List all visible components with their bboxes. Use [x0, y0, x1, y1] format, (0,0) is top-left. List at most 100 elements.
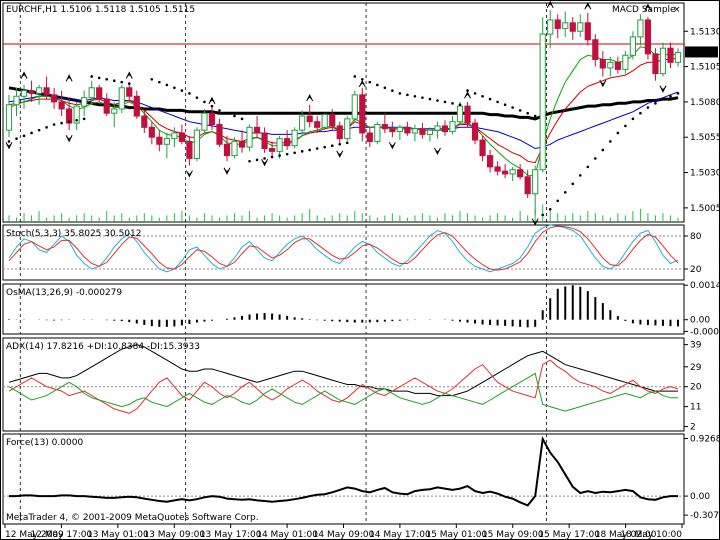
- sar-dot: [52, 123, 56, 126]
- candle-body: [569, 22, 576, 32]
- sar-dot: [180, 89, 184, 92]
- candle-body: [28, 90, 35, 94]
- candle-body: [186, 140, 193, 159]
- fractal-up-arrow: [546, 0, 554, 9]
- fractal-up-arrow: [125, 71, 133, 79]
- candle-body: [532, 169, 539, 195]
- sar-dot: [165, 83, 169, 87]
- sar-dot: [481, 94, 484, 98]
- sar-dot: [526, 111, 529, 115]
- y-tick-label: 1.5130: [690, 27, 720, 37]
- sar-dot: [578, 174, 582, 177]
- sar-dot: [158, 80, 161, 84]
- y-tick-label: 0.00: [690, 492, 710, 502]
- sar-dot: [233, 114, 236, 118]
- sar-dot: [609, 140, 612, 143]
- sar-dot: [300, 150, 304, 153]
- sar-dot: [240, 117, 244, 121]
- candle-body: [592, 39, 599, 61]
- fractal-down-arrow: [531, 218, 539, 226]
- x-tick-label: 12 May 17:00: [31, 530, 93, 540]
- panel-frame: [2, 337, 685, 432]
- sar-dot: [428, 97, 432, 101]
- x-tick-label: 15 May 09:00: [482, 530, 544, 540]
- y-tick-label: 0.00145: [690, 281, 720, 291]
- candle-body: [674, 51, 682, 63]
- sar-dot: [112, 79, 116, 83]
- x-tick-label: 15 May 01:00: [425, 530, 487, 540]
- candle-body: [314, 121, 321, 128]
- sar-dot: [150, 77, 154, 81]
- candle-body: [622, 54, 629, 70]
- candle-body: [268, 148, 276, 152]
- y-tick-label: 11: [690, 403, 701, 413]
- candle-body: [344, 118, 351, 140]
- fractal-up-arrow: [65, 74, 73, 82]
- candle-body: [201, 112, 208, 131]
- sar-dot: [518, 109, 522, 112]
- sar-dot: [173, 86, 176, 90]
- ea-close-icon[interactable]: ×: [673, 5, 681, 15]
- adx-line: [8, 344, 678, 397]
- sar-dot: [45, 126, 48, 129]
- sar-dot: [466, 89, 469, 92]
- y-tick-label: 1.5105: [690, 63, 720, 73]
- copyright-footer: MetaTrader 4, © 2001-2009 MetaQuotes Sof…: [6, 513, 259, 523]
- candle-body: [246, 126, 253, 148]
- sar-dot: [616, 131, 620, 135]
- candle-body: [351, 94, 358, 120]
- fractal-up-arrow: [358, 79, 366, 88]
- sar-dot: [503, 103, 507, 107]
- candle-body: [449, 121, 456, 133]
- sar-dot: [563, 191, 567, 194]
- sar-dot: [30, 131, 33, 135]
- sar-dot: [90, 75, 93, 78]
- sar-dot: [120, 80, 124, 84]
- chart-title: EURCHF,H1 1.5106 1.5118 1.5105 1.5115: [6, 5, 195, 15]
- candle-body: [659, 47, 667, 75]
- sar-dot: [406, 93, 409, 97]
- candle-body: [163, 138, 170, 145]
- y-tick-label: 20: [690, 265, 702, 275]
- candle-body: [404, 126, 411, 134]
- sar-dot: [541, 213, 544, 217]
- sar-dot: [308, 148, 311, 152]
- candle-body: [486, 155, 494, 168]
- fractal-up-arrow: [208, 96, 216, 105]
- candle-body: [494, 166, 501, 172]
- sar-dot: [594, 157, 597, 160]
- sar-dot: [218, 109, 221, 112]
- sar-dot: [639, 111, 642, 115]
- fractal-up-arrow: [644, 3, 652, 11]
- candle-body: [81, 97, 88, 107]
- sar-dot: [338, 142, 342, 146]
- candle-body: [193, 129, 201, 159]
- sar-dot: [105, 77, 109, 81]
- sar-dot: [293, 151, 296, 155]
- candle-body: [524, 176, 531, 195]
- sar-dot: [225, 111, 229, 115]
- sar-dot: [586, 165, 590, 169]
- adx-title: ADX(14) 17.8216 +DI:10.8384 -DI:15.3933: [6, 342, 200, 352]
- x-tick-label: 14 May 01:00: [256, 530, 318, 540]
- candle-body: [231, 140, 238, 157]
- fractal-down-arrow: [434, 147, 441, 156]
- x-tick-label: 18 May 02:00: [595, 530, 657, 540]
- candle-body: [562, 22, 569, 29]
- fractal-down-arrow: [388, 142, 396, 150]
- candle-body: [607, 61, 614, 69]
- y-tick-label: 29: [690, 363, 702, 373]
- candle-body: [291, 129, 298, 147]
- candle-body: [5, 104, 13, 131]
- sar-dot: [548, 207, 552, 211]
- candle-body: [118, 87, 125, 110]
- fractal-down-arrow: [5, 142, 13, 150]
- y-tick-label: -0.00049: [690, 327, 720, 337]
- x-tick-label: 14 May 17:00: [369, 530, 431, 540]
- candle-body: [299, 115, 306, 131]
- fractal-up-arrow: [464, 91, 471, 99]
- candle-body: [88, 87, 95, 99]
- sar-dot: [330, 144, 334, 148]
